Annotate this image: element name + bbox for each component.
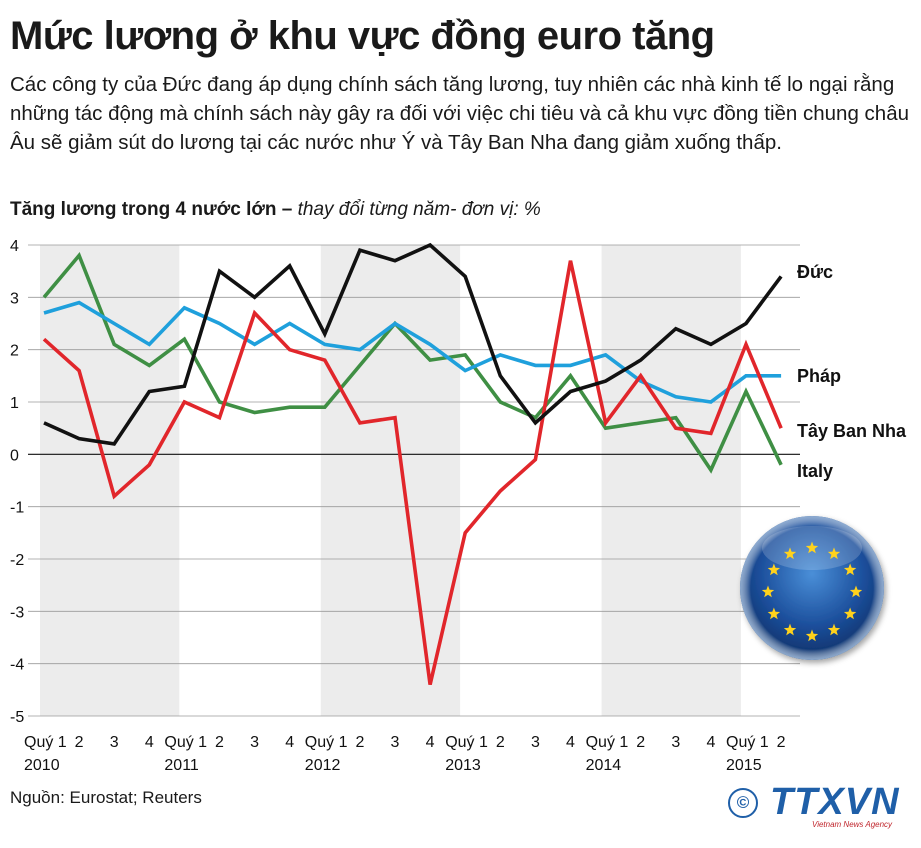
ttxvn-logo: © TTXVN Vietnam News Agency: [728, 781, 913, 831]
eu-stars-icon: [761, 541, 863, 642]
copyright-icon: ©: [728, 788, 758, 818]
eu-star-icon: [783, 547, 797, 560]
subtitle: Các công ty của Đức đang áp dụng chính s…: [10, 73, 910, 154]
y-tick-label: 1: [10, 395, 19, 412]
x-tick-label: 3: [110, 734, 119, 751]
page-title: Mức lương ở khu vực đồng euro tăng: [10, 14, 715, 58]
y-tick-label: -3: [10, 604, 24, 621]
series-lines: [42, 242, 783, 686]
x-tick-label: Quý 1: [445, 734, 488, 751]
y-tick-label: 2: [10, 343, 19, 360]
year-bands: [40, 245, 741, 716]
y-tick-label: -1: [10, 500, 24, 517]
x-tick-label: 3: [391, 734, 400, 751]
x-tick-label: 3: [250, 734, 259, 751]
x-tick-label: 3: [671, 734, 680, 751]
x-year-label: 2015: [726, 757, 762, 774]
y-tick-label: -5: [10, 709, 24, 726]
series-line: [42, 260, 783, 686]
eu-flag-icon: [740, 516, 884, 660]
y-tick-label: -2: [10, 552, 24, 569]
x-axis-ticks: Quý 1 2 3 4 Quý 1 2 3 4 Quý 1 2 3 4 Quý 1 2 3 4 Quý 1 2 3 4…: [24, 734, 786, 774]
x-tick-label: Quý 1: [586, 734, 629, 751]
year-band: [601, 245, 741, 716]
x-tick-label: 4: [566, 734, 575, 751]
x-tick-label: 2: [215, 734, 224, 751]
brand-tagline: Vietnam News Agency: [812, 820, 893, 829]
chart-heading-italic: thay đổi từng năm- đơn vị: %: [297, 199, 541, 220]
x-tick-label: 4: [706, 734, 715, 751]
y-tick-label: 3: [10, 290, 19, 307]
series-line: [43, 242, 783, 446]
eu-star-icon: [843, 607, 857, 620]
eu-star-icon: [827, 547, 841, 560]
eu-star-icon: [805, 541, 819, 554]
x-tick-label: 2: [355, 734, 364, 751]
x-tick-label: 4: [426, 734, 435, 751]
eu-star-icon: [849, 585, 863, 598]
y-axis-ticks: 4 3 2 1 0 -1 -2 -3 -4 -5: [10, 238, 24, 726]
x-tick-label: Quý 1: [164, 734, 207, 751]
x-year-label: 2014: [586, 757, 622, 774]
x-tick-label: 3: [531, 734, 540, 751]
eu-star-icon: [827, 623, 841, 636]
x-year-label: 2013: [445, 757, 481, 774]
series-labels: Đức Pháp Tây Ban Nha Italy: [797, 262, 907, 481]
y-tick-label: -4: [10, 657, 24, 674]
chart-heading-bold: Tăng lương trong 4 nước lớn –: [10, 199, 293, 220]
x-tick-label: Quý 1: [24, 734, 67, 751]
y-tick-label: 4: [10, 238, 19, 255]
brand-name: TTXVN: [770, 781, 900, 823]
eu-star-icon: [783, 623, 797, 636]
series-label: Đức: [797, 262, 833, 282]
series-label: Pháp: [797, 366, 841, 386]
x-tick-label: 2: [636, 734, 645, 751]
x-year-label: 2010: [24, 757, 60, 774]
y-tick-label: 0: [10, 447, 19, 464]
x-tick-label: 2: [777, 734, 786, 751]
chart-heading: Tăng lương trong 4 nước lớn – thay đổi t…: [10, 199, 541, 221]
x-tick-label: Quý 1: [305, 734, 348, 751]
source-note: Nguồn: Eurostat; Reuters: [10, 788, 202, 807]
eu-star-icon: [767, 607, 781, 620]
series-line: [42, 252, 783, 474]
series-label: Tây Ban Nha: [797, 421, 907, 441]
x-tick-label: 4: [285, 734, 294, 751]
x-tick-label: 2: [75, 734, 84, 751]
x-tick-label: 4: [145, 734, 154, 751]
year-band: [320, 245, 461, 716]
eu-star-icon: [767, 563, 781, 576]
eu-star-icon: [843, 563, 857, 576]
x-year-label: 2012: [305, 757, 341, 774]
eu-star-icon: [761, 585, 775, 598]
series-line: [43, 300, 782, 404]
x-tick-label: Quý 1: [726, 734, 769, 751]
x-year-label: 2011: [164, 757, 199, 774]
eu-star-icon: [805, 629, 819, 642]
series-label: Italy: [797, 461, 833, 481]
x-tick-label: 2: [496, 734, 505, 751]
